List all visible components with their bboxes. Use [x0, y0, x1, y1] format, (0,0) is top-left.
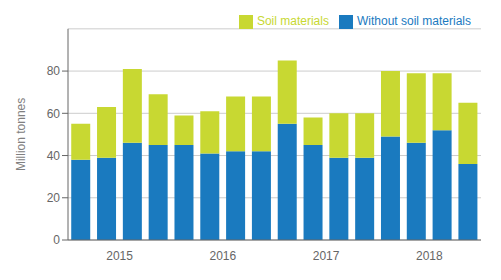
svg-text:Million tonnes: Million tonnes	[14, 98, 28, 171]
svg-text:2018: 2018	[416, 249, 443, 263]
svg-text:0: 0	[53, 233, 60, 247]
svg-text:20: 20	[47, 191, 61, 205]
svg-text:2016: 2016	[210, 249, 237, 263]
html-text:Soil materials: Soil materials	[256, 14, 329, 28]
svg-text:2015: 2015	[106, 249, 133, 263]
svg-text:60: 60	[47, 107, 61, 121]
svg-text:40: 40	[47, 149, 61, 163]
svg-text:80: 80	[47, 64, 61, 78]
html-text:Without soil materials: Without soil materials	[357, 14, 471, 28]
svg-text:2017: 2017	[313, 249, 340, 263]
